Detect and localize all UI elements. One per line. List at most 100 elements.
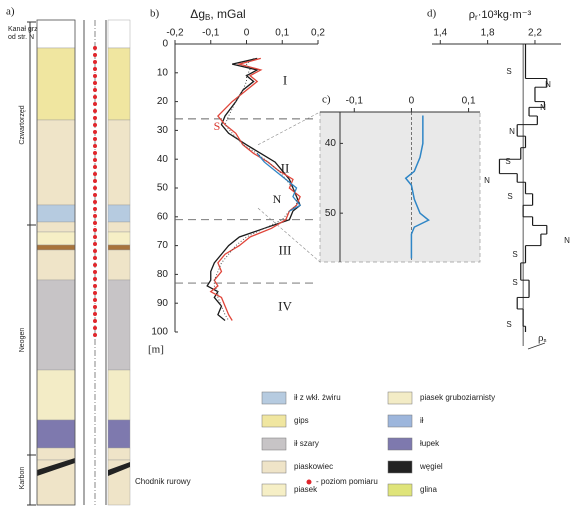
measurement-point bbox=[93, 81, 97, 85]
legend-label: Chodnik rurowy bbox=[135, 477, 191, 486]
density-label: N bbox=[545, 80, 551, 89]
axis-title-main: ρ bbox=[469, 9, 475, 21]
axis-title-unit: , mGal bbox=[210, 7, 245, 21]
measurement-point bbox=[93, 207, 97, 211]
layer bbox=[107, 244, 131, 251]
legend-swatch bbox=[261, 437, 287, 451]
measurement-point bbox=[93, 53, 97, 57]
x-tick-label: 0,1 bbox=[462, 96, 476, 107]
density-label: N bbox=[509, 127, 515, 136]
axis-title-sub: B bbox=[205, 13, 210, 22]
legend-swatch bbox=[261, 391, 287, 405]
measurement-point bbox=[93, 249, 97, 253]
y-tick-label: 70 bbox=[157, 240, 169, 251]
measurement-point bbox=[93, 158, 97, 162]
y-unit: [m] bbox=[148, 344, 164, 356]
panel-label: c) bbox=[322, 94, 331, 106]
measurement-point bbox=[93, 228, 97, 232]
legend-label: ił z wkł. żwiru bbox=[294, 393, 341, 402]
layer bbox=[107, 369, 131, 421]
measurement-point bbox=[93, 200, 97, 204]
layer bbox=[36, 204, 76, 223]
measurement-point bbox=[93, 186, 97, 190]
legend-swatch bbox=[387, 414, 413, 428]
layer bbox=[107, 419, 131, 449]
layer bbox=[36, 369, 76, 421]
layer bbox=[36, 119, 76, 206]
layer bbox=[107, 249, 131, 281]
zoom-link bbox=[257, 207, 321, 263]
column-frame bbox=[36, 19, 76, 506]
x-tick-label: 2,2 bbox=[528, 28, 542, 39]
measurement-point bbox=[93, 102, 97, 106]
y-tick-label: 100 bbox=[151, 327, 168, 338]
axis-title: ρr·10³kg·m⁻³ bbox=[469, 9, 532, 22]
x-tick-label: -0,2 bbox=[166, 28, 184, 39]
layer bbox=[36, 231, 76, 246]
measurement-point bbox=[93, 326, 97, 330]
legend-label: piasek gruboziarnisty bbox=[420, 393, 495, 402]
axis-title: ΔgB, mGal bbox=[190, 7, 245, 22]
density-label: N bbox=[484, 176, 490, 185]
y-tick-label: 50 bbox=[157, 183, 169, 194]
legend-label: łupek bbox=[420, 439, 440, 448]
coal-seam bbox=[37, 458, 75, 476]
annotation: S bbox=[214, 119, 221, 133]
column-header: od str. N bbox=[8, 34, 34, 41]
legend-label: - poziom pomiaru bbox=[316, 477, 378, 486]
density-label: S bbox=[512, 278, 517, 287]
measurement-point bbox=[93, 193, 97, 197]
reference-label-sub: n bbox=[544, 338, 547, 344]
panel-label: d) bbox=[427, 8, 437, 20]
measurement-point bbox=[93, 242, 97, 246]
measurement-point bbox=[93, 130, 97, 134]
profile-line bbox=[206, 57, 301, 321]
density-label: S bbox=[506, 320, 511, 329]
measurement-point bbox=[93, 277, 97, 281]
y-tick-label: 60 bbox=[157, 211, 169, 222]
layer bbox=[107, 221, 131, 233]
reference-label: ρn bbox=[538, 332, 547, 345]
unit-label: Neogen bbox=[19, 328, 26, 353]
legend-label: glina bbox=[420, 485, 437, 494]
y-tick-label: 40 bbox=[157, 154, 169, 165]
axis-title-sub: r bbox=[475, 13, 478, 22]
measurement-point bbox=[93, 74, 97, 78]
measurement-point bbox=[93, 151, 97, 155]
x-tick-label: 0 bbox=[409, 96, 415, 107]
layer bbox=[36, 447, 76, 461]
measurement-point bbox=[93, 333, 97, 337]
legend-swatch bbox=[387, 437, 413, 451]
profile-line bbox=[404, 115, 430, 259]
x-tick-label: 0,2 bbox=[311, 28, 325, 39]
reference-label-main: ρ bbox=[538, 332, 544, 344]
legend-label: piaskowiec bbox=[294, 462, 333, 471]
axis-title-main: Δg bbox=[190, 7, 205, 21]
measurement-point bbox=[93, 60, 97, 64]
measurement-point bbox=[93, 284, 97, 288]
layer bbox=[107, 204, 131, 223]
unit-label: Karbon bbox=[19, 467, 26, 490]
layer bbox=[36, 249, 76, 281]
measurement-point bbox=[93, 270, 97, 274]
measurement-point bbox=[93, 116, 97, 120]
legend-swatch bbox=[387, 483, 413, 497]
annotation: N bbox=[273, 192, 282, 206]
legend-label: ił szary bbox=[294, 439, 319, 448]
measurement-point bbox=[93, 67, 97, 71]
x-tick-label: -0,1 bbox=[346, 96, 364, 107]
zone-label: IV bbox=[278, 299, 292, 314]
legend-swatch bbox=[387, 460, 413, 474]
layer bbox=[36, 47, 76, 121]
profile-line bbox=[213, 58, 298, 321]
measurement-point bbox=[93, 305, 97, 309]
measurement-point bbox=[93, 256, 97, 260]
measurement-point bbox=[93, 95, 97, 99]
measurement-point bbox=[93, 88, 97, 92]
layer bbox=[107, 447, 131, 461]
layer bbox=[107, 119, 131, 206]
measurement-point bbox=[93, 221, 97, 225]
measurement-point bbox=[93, 46, 97, 50]
